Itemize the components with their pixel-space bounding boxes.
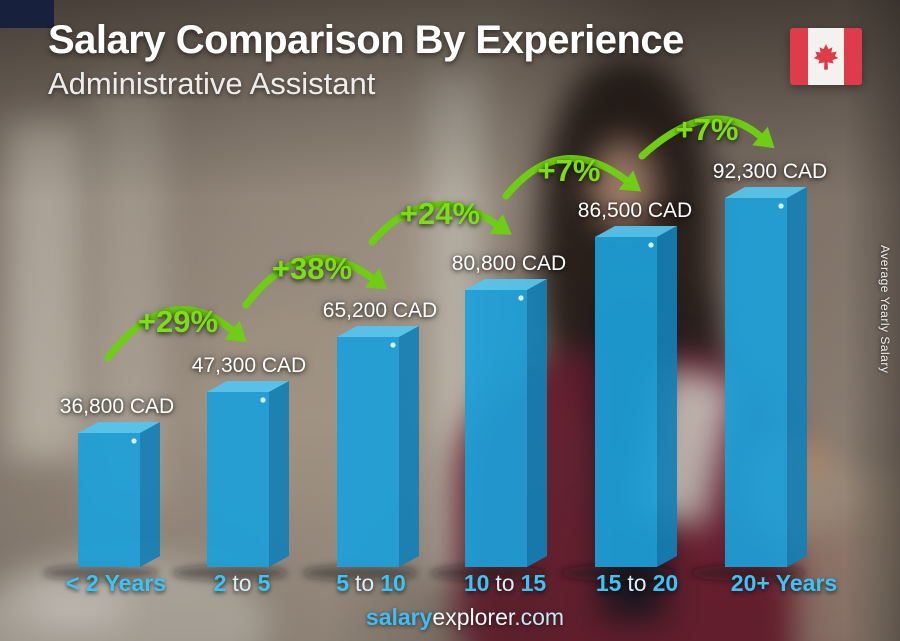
growth-arrow (242, 254, 376, 309)
bar-shadow (302, 565, 418, 581)
bar-highlight (648, 242, 654, 248)
bar-shadow (43, 565, 159, 581)
bar-shadow (172, 565, 288, 581)
growth-arrow (638, 115, 764, 160)
growth-arrow (502, 155, 630, 200)
bar-side-face (657, 226, 677, 567)
brand-suffix: .com (514, 604, 565, 630)
bar-front-face (78, 433, 140, 567)
bar-side-face (140, 422, 160, 567)
page-title: Salary Comparison By Experience (48, 18, 684, 62)
corner-accent (0, 0, 54, 28)
bar-shadow (690, 565, 806, 581)
growth-arrow (104, 306, 236, 362)
bar-front-face (207, 392, 269, 567)
bar-top-face (78, 422, 160, 433)
bar-top-face (465, 279, 547, 290)
bar-top-face (595, 226, 677, 237)
flag-center (808, 28, 844, 85)
growth-arrowhead (224, 320, 247, 342)
flag-stripe (790, 28, 808, 85)
bar-shadow (560, 565, 676, 581)
bar-front-face (595, 237, 657, 567)
growth-arrowhead (752, 126, 775, 149)
bar-shadow (430, 565, 546, 581)
bar-highlight (390, 342, 396, 348)
brand-primary: salary (365, 604, 433, 630)
bar-top-face (337, 326, 419, 337)
bar-side-face (399, 326, 419, 567)
bar-front-face (465, 290, 527, 567)
right-shade (845, 0, 900, 641)
bar-side-face (269, 381, 289, 567)
page-subtitle: Administrative Assistant (48, 66, 376, 101)
growth-arrowhead (489, 214, 512, 235)
growth-arrow (368, 201, 500, 246)
growth-arrowhead (618, 170, 642, 192)
bar-highlight (131, 438, 137, 444)
bar-highlight (518, 295, 524, 301)
flag-stripe (844, 28, 862, 85)
canada-flag-icon (790, 28, 862, 85)
brand-secondary: explorer (432, 604, 515, 630)
maple-leaf-icon (813, 43, 839, 70)
growth-arrowhead (364, 268, 388, 290)
bar-front-face (337, 337, 399, 567)
bar-top-face (207, 381, 289, 392)
bar-side-face (527, 279, 547, 567)
bar-front-face (725, 198, 787, 567)
bar-highlight (260, 397, 266, 403)
bar-highlight (778, 203, 784, 209)
site-watermark: salaryexplorer.com (366, 604, 564, 631)
y-axis-label: Average Yearly Salary (878, 245, 892, 374)
bar-top-face (725, 187, 807, 198)
bar-side-face (787, 187, 807, 567)
